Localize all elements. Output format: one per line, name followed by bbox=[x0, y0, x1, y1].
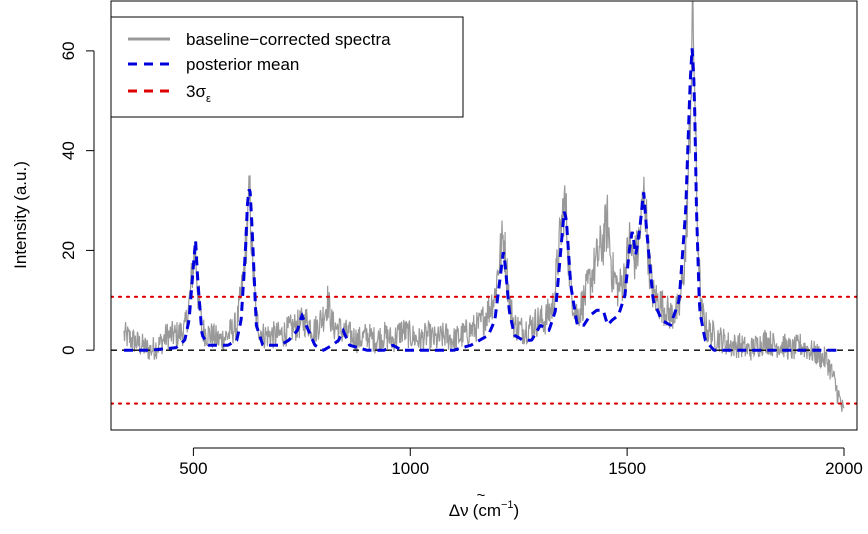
x-axis-title-unit-exp: −1 bbox=[501, 499, 514, 511]
series-line-posterior-mean bbox=[124, 48, 840, 352]
x-tick-label-1000: 1000 bbox=[391, 459, 429, 478]
legend: baseline−corrected spectra posterior mea… bbox=[110, 16, 464, 118]
x-tick-label-500: 500 bbox=[179, 459, 207, 478]
y-tick-label-0: 0 bbox=[59, 345, 78, 354]
x-axis-title-tilde: ~ bbox=[477, 487, 486, 504]
x-axis-title-unit-open: (cm bbox=[473, 501, 501, 520]
x-axis-title: Δν (cm−1) bbox=[449, 499, 519, 520]
x-tick-label-1500: 1500 bbox=[608, 459, 646, 478]
legend-label-posterior: posterior mean bbox=[186, 55, 299, 74]
y-tick-label-60: 60 bbox=[59, 41, 78, 60]
plot-area bbox=[111, 1, 857, 412]
y-axis: 0 20 40 60 bbox=[59, 41, 95, 355]
plot-frame bbox=[110, 0, 858, 431]
y-axis-title: Intensity (a.u.) bbox=[11, 161, 30, 269]
x-tick-label-2000: 2000 bbox=[825, 459, 863, 478]
legend-box bbox=[110, 16, 464, 118]
legend-label-3sigma-subscript: ε bbox=[206, 93, 211, 105]
y-tick-label-20: 20 bbox=[59, 241, 78, 260]
legend-label-spectra: baseline−corrected spectra bbox=[186, 30, 391, 49]
x-axis-title-unit-close: ) bbox=[514, 501, 520, 520]
x-axis-title-nu: ν bbox=[460, 501, 469, 520]
x-axis: 500 1000 1500 2000 bbox=[179, 447, 863, 478]
y-tick-label-40: 40 bbox=[59, 141, 78, 160]
legend-label-3sigma: 3σε bbox=[186, 82, 211, 105]
legend-label-3sigma-main: 3σ bbox=[186, 82, 206, 101]
x-axis-title-delta: Δ bbox=[449, 501, 460, 520]
